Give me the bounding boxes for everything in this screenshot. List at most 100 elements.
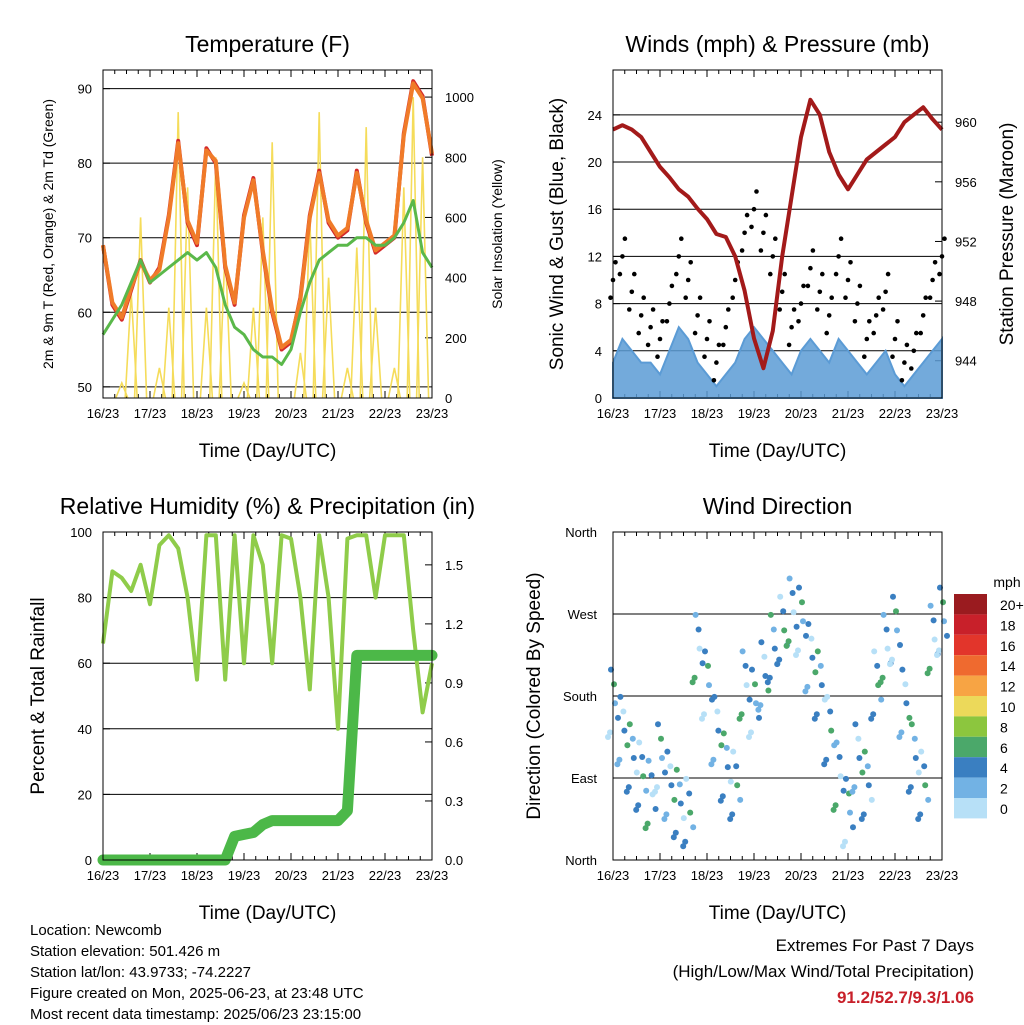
direction-point [705,662,711,669]
direction-point [668,782,675,789]
y2-tick-label: 1.2 [445,617,463,632]
insolation-spike [171,112,185,399]
x-tick-label: 18/23 [691,406,724,421]
direction-point [616,756,623,763]
direction-point [908,721,915,728]
gust-point [638,313,644,318]
direction-point [824,693,831,700]
gust-point [704,336,710,342]
y-tick-label: 0 [595,391,602,406]
direction-point [730,748,737,755]
y-tick-label: 50 [78,380,92,395]
direction-point [894,627,900,634]
direction-point [911,735,918,742]
gust-point [650,307,656,312]
direction-point [915,769,922,776]
station-info: Location: Newcomb Station elevation: 501… [30,920,364,1025]
direction-point [855,735,862,742]
y2-tick-label: 0 [445,391,452,406]
latlon-text: Station lat/lon: 43.9733; -74.2227 [30,964,252,981]
direction-point [795,647,801,654]
direction-point [633,769,640,776]
direction-point [903,700,910,707]
x-axis-label: Time (Day/UTC) [709,441,847,462]
colorbar-title: mph [993,574,1020,590]
x-tick-label: 23/23 [416,868,449,883]
gust-point [744,212,750,218]
y-tick-label: 16 [588,202,602,217]
direction-point [749,666,755,673]
direction-point [777,593,784,600]
extremes-subtitle: (High/Low/Max Wind/Total Precipitation) [672,962,974,981]
sonic-wind-area [612,325,943,399]
direction-point [849,788,856,795]
gust-point [676,254,682,259]
direction-point [761,653,768,660]
gust-point [909,366,914,371]
gust-point [902,360,907,365]
x-tick-label: 23/23 [926,406,959,421]
direction-point [917,811,924,818]
direction-point [706,682,712,689]
direction-point [655,721,661,728]
direction-point [720,730,727,737]
colorbar-label: 14 [1000,658,1016,674]
direction-point [921,763,928,770]
insolation-spike [368,307,383,399]
y-axis-label: Solar Insolation (Yellow) [489,159,505,309]
x-axis-label: Time (Day/UTC) [709,903,847,924]
gust-point [702,354,707,360]
colorbar-label: 18 [1000,617,1016,633]
direction-point [774,661,781,668]
colorbar-swatch [954,777,987,798]
gust-point [622,236,628,241]
direction-point [805,621,812,627]
gust-point [855,301,860,306]
direction-point [667,763,674,770]
direction-point [887,661,893,668]
direction-point [633,806,640,813]
gust-point [660,319,665,324]
y-tick-label: 20 [78,787,92,802]
y2-tick-label: 952 [955,234,977,249]
direction-point [683,775,690,782]
direction-point [620,708,627,715]
direction-point [639,754,646,760]
colorbar-label: 0 [1000,801,1008,817]
x-tick-label: 21/23 [832,406,865,421]
direction-point [934,652,940,658]
direction-point [708,761,715,768]
insolation-spike [359,127,373,399]
direction-point [701,711,707,718]
x-tick-label: 21/23 [322,868,355,883]
direction-point [842,838,848,845]
direction-point [680,843,687,850]
direction-point [893,608,899,615]
chart-title: Wind Direction [703,493,853,519]
y-tick-label: 80 [78,156,92,171]
direction-point [780,608,787,615]
direction-point [654,784,660,791]
gust-point [763,212,769,218]
direction-point [785,638,792,645]
y-tick-label: 4 [595,344,602,359]
direction-point [733,763,740,770]
x-tick-label: 22/23 [879,406,912,421]
gust-point [754,189,759,194]
direction-point [755,706,762,713]
colorbar-swatch [954,675,987,696]
gust-point [620,254,625,259]
gust-point [796,319,801,324]
direction-point [652,806,659,812]
gust-point [761,230,766,236]
direction-point [723,744,730,751]
gust-point [892,336,898,342]
y-tick-label: 0 [85,853,92,868]
direction-point [737,796,744,803]
direction-point [659,755,665,761]
direction-point [670,834,677,841]
direction-point [664,748,671,755]
direction-point [748,729,754,736]
direction-point [905,788,912,795]
y-tick-label: North [565,853,597,868]
